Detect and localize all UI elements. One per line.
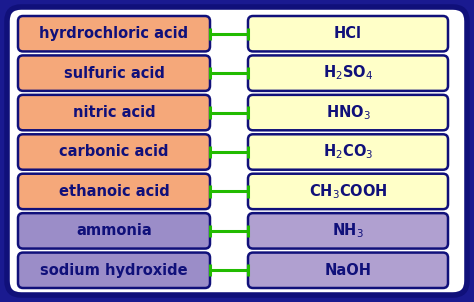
Text: HNO$_{3}$: HNO$_{3}$ xyxy=(326,103,370,122)
FancyBboxPatch shape xyxy=(18,213,210,249)
FancyBboxPatch shape xyxy=(248,174,448,209)
FancyBboxPatch shape xyxy=(18,134,210,170)
FancyBboxPatch shape xyxy=(18,16,210,51)
FancyBboxPatch shape xyxy=(18,95,210,130)
FancyBboxPatch shape xyxy=(18,174,210,209)
Text: CH$_{3}$COOH: CH$_{3}$COOH xyxy=(309,182,387,201)
FancyBboxPatch shape xyxy=(18,252,210,288)
Text: sodium hydroxide: sodium hydroxide xyxy=(40,263,188,278)
Text: nitric acid: nitric acid xyxy=(73,105,155,120)
FancyBboxPatch shape xyxy=(7,7,467,295)
Text: NaOH: NaOH xyxy=(325,263,372,278)
FancyBboxPatch shape xyxy=(248,56,448,91)
Text: carbonic acid: carbonic acid xyxy=(59,144,169,159)
FancyBboxPatch shape xyxy=(248,213,448,249)
FancyBboxPatch shape xyxy=(248,16,448,51)
Text: H$_{2}$CO$_{3}$: H$_{2}$CO$_{3}$ xyxy=(323,143,373,161)
Text: sulfuric acid: sulfuric acid xyxy=(64,66,164,81)
FancyBboxPatch shape xyxy=(248,95,448,130)
Text: ammonia: ammonia xyxy=(76,223,152,238)
FancyBboxPatch shape xyxy=(248,134,448,170)
Text: H$_{2}$SO$_{4}$: H$_{2}$SO$_{4}$ xyxy=(323,64,373,82)
FancyBboxPatch shape xyxy=(18,56,210,91)
Text: NH$_{3}$: NH$_{3}$ xyxy=(332,221,364,240)
Text: HCl: HCl xyxy=(334,26,362,41)
FancyBboxPatch shape xyxy=(248,252,448,288)
Text: hyrdrochloric acid: hyrdrochloric acid xyxy=(39,26,189,41)
Text: ethanoic acid: ethanoic acid xyxy=(59,184,169,199)
